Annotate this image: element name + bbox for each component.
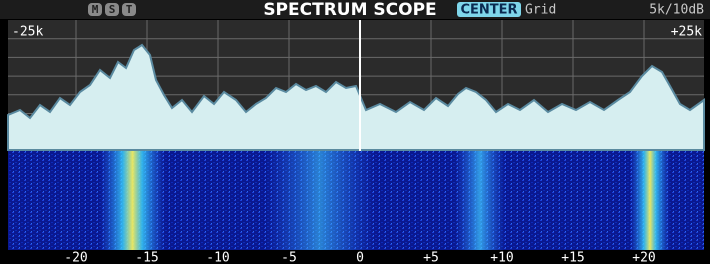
mode-button-label: M [92, 3, 99, 16]
waterfall-signal [630, 151, 670, 250]
waterfall-signal [100, 151, 165, 250]
page: MST SPECTRUM SCOPE CENTER Grid 5k/10dB -… [0, 0, 710, 264]
frequency-label: -20 [64, 251, 87, 264]
scale-bar [0, 250, 710, 264]
scale-label: 5k/10dB [649, 3, 704, 18]
scope-title: SPECTRUM SCOPE [263, 0, 436, 20]
mode-button-label: S [109, 3, 116, 16]
frequency-label: -5 [281, 251, 297, 264]
grid-label[interactable]: Grid [525, 3, 556, 18]
waterfall-signal [265, 151, 375, 250]
mode-label: CENTER [460, 3, 517, 18]
left-edge-label: -25k [12, 25, 43, 40]
frequency-label: +10 [490, 251, 513, 264]
frequency-label: +15 [561, 251, 584, 264]
spectrum-scope: MST SPECTRUM SCOPE CENTER Grid 5k/10dB -… [0, 0, 710, 264]
frequency-label: +20 [632, 251, 655, 264]
mode-button-label: T [126, 3, 133, 16]
frequency-label: -10 [206, 251, 229, 264]
right-edge-label: +25k [671, 25, 702, 40]
frequency-label: 0 [356, 251, 364, 264]
waterfall-signal [455, 151, 505, 250]
frequency-label: +5 [423, 251, 439, 264]
frequency-label: -15 [135, 251, 158, 264]
